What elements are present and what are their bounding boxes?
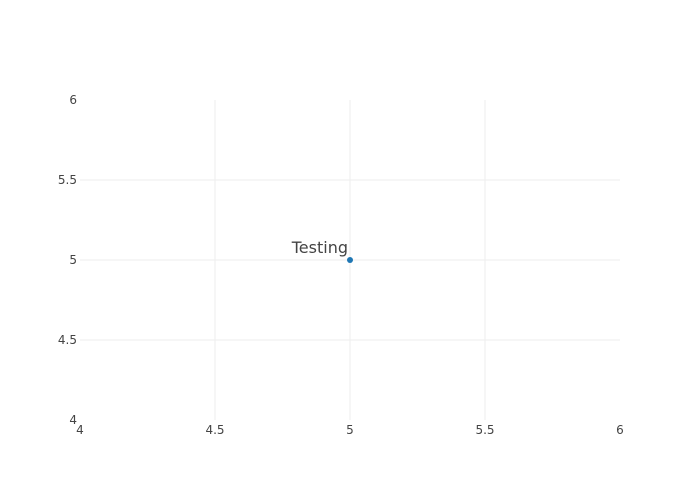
x-tick-label: 5 [346,423,354,437]
y-tick-label: 5 [69,253,77,267]
y-tick-label: 6 [69,93,77,107]
x-tick-label: 5.5 [475,423,494,437]
x-tick-label: 4.5 [205,423,224,437]
x-tick-label: 4 [76,423,84,437]
data-points [347,257,353,263]
tick-labels: 4 4.5 5 5.5 6 4 4.5 5 5.5 6 [58,93,624,437]
y-tick-label: 4.5 [58,333,77,347]
data-point[interactable] [347,257,353,263]
y-tick-label: 4 [69,413,77,427]
data-label: Testing [291,238,348,257]
data-labels: Testing [291,238,348,257]
x-tick-label: 6 [616,423,624,437]
y-tick-label: 5.5 [58,173,77,187]
